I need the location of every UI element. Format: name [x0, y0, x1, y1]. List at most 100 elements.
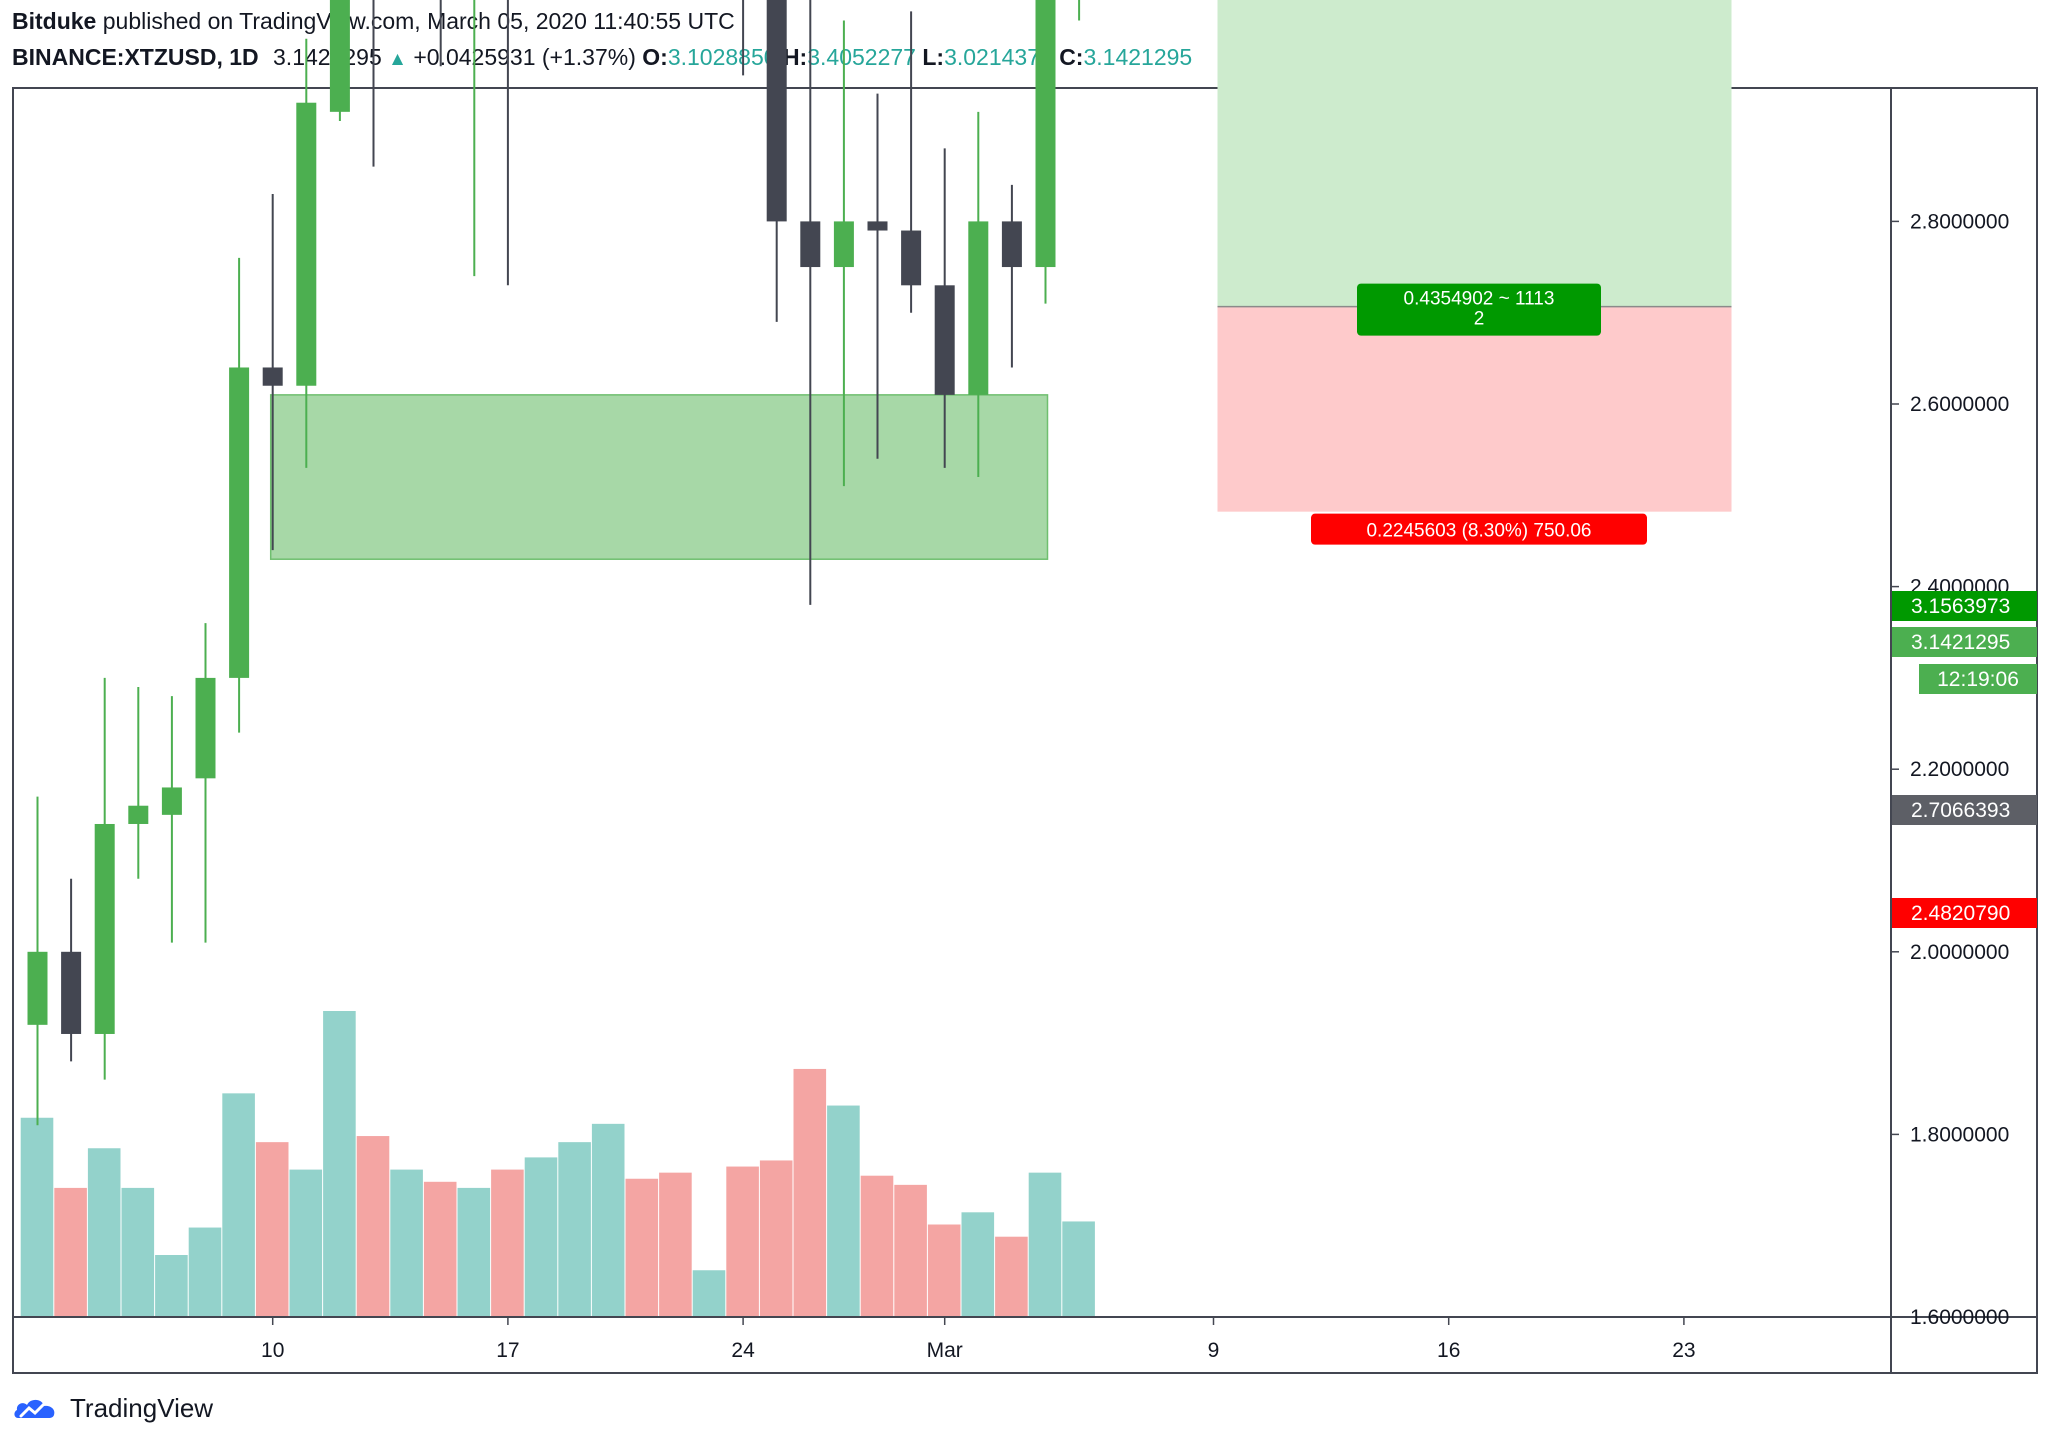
symbol-label: BINANCE:XTZUSD, 1D	[12, 44, 259, 70]
up-arrow-icon: ▲	[388, 49, 407, 70]
price-tick-label: 1.6000000	[1910, 1306, 2009, 1329]
entry-label-qty: 2	[1474, 309, 1485, 330]
candle-up	[329, 0, 350, 112]
time-tick-label: 24	[731, 1339, 755, 1362]
time-tick-label: Mar	[927, 1339, 963, 1362]
price-mark-label: 2.4820790	[1911, 902, 2010, 925]
time-tick-label: 10	[261, 1339, 284, 1362]
time-axis: 10 17 24 Mar 9 16 23	[261, 1317, 1696, 1362]
volume-bar	[558, 1142, 591, 1316]
price-mark-label: 3.1563973	[1911, 595, 2010, 618]
price-tick-label: 2.0000000	[1910, 941, 2009, 964]
volume-bars	[20, 1011, 1095, 1316]
candle-down	[867, 221, 888, 231]
volume-bar	[457, 1187, 491, 1316]
last-price: 3.1421295	[273, 44, 382, 70]
price-marks: 3.1563973 3.1421295 2.7066393 2.4820790 12:1…	[1892, 591, 2037, 928]
candle-up	[195, 677, 216, 779]
candle-up	[833, 221, 854, 268]
entry-label: 0.4354902 ~ 1113	[1404, 289, 1555, 310]
publish-text: published on TradingView.com, March 05, …	[102, 8, 735, 34]
high-value: 3.4052277	[807, 44, 916, 70]
candle-up	[27, 951, 48, 1025]
bar-countdown: 12:19:06	[1937, 668, 2019, 691]
author-name[interactable]: Bitduke	[12, 8, 97, 34]
chart-frame	[12, 87, 2038, 1374]
close-value: 3.1421295	[1083, 44, 1193, 70]
price-tick-label: 2.8000000	[1910, 210, 2009, 233]
volume-bar	[894, 1184, 927, 1316]
price-axis: 1.60000001.80000002.00000002.20000002.40…	[1891, 210, 2009, 1329]
price-mark-label: 2.7066393	[1911, 799, 2010, 822]
volume-bar	[524, 1157, 558, 1316]
volume-bar	[1028, 1172, 1062, 1316]
open-label: O:	[642, 44, 668, 70]
long-position-tool: 0.4497580 (16.62%) 1500.580.4354902 ~ 11…	[1217, 0, 1732, 545]
tradingview-logo-icon	[14, 1399, 55, 1418]
volume-bar	[793, 1068, 827, 1316]
volume-bar	[995, 1236, 1028, 1316]
price-mark	[1892, 627, 2037, 657]
volume-bar	[54, 1187, 87, 1316]
candle-up	[296, 102, 317, 386]
volume-bar	[625, 1178, 659, 1316]
volume-bar	[390, 1169, 423, 1316]
volume-bar	[659, 1172, 692, 1316]
volume-bar	[289, 1169, 323, 1316]
candle-down	[262, 367, 283, 386]
candle-down	[1001, 221, 1022, 268]
price-tick-label: 1.8000000	[1910, 1123, 2009, 1146]
loss-zone	[1217, 306, 1732, 512]
candle-up	[229, 367, 250, 678]
volume-bar	[222, 1093, 255, 1316]
volume-bar	[188, 1227, 222, 1316]
time-tick-label: 9	[1208, 1339, 1220, 1362]
volume-bar	[423, 1181, 457, 1316]
volume-bar	[20, 1117, 54, 1316]
volume-bar	[927, 1224, 961, 1316]
volume-bar	[155, 1255, 188, 1316]
price-mark	[1892, 795, 2037, 825]
volume-bar	[961, 1212, 995, 1316]
tradingview-brand[interactable]: TradingView	[12, 1392, 213, 1424]
volume-bar	[827, 1105, 860, 1316]
low-value: 3.0214376	[944, 44, 1053, 70]
open-value: 3.1028850	[667, 44, 777, 70]
volume-bar	[491, 1169, 524, 1316]
candle-up	[1035, 0, 1056, 268]
volume-bar	[692, 1270, 726, 1316]
price-mark-label: 3.1421295	[1911, 631, 2010, 654]
candle-up	[968, 221, 989, 395]
volume-bar	[323, 1011, 356, 1316]
support-zone	[269, 394, 1049, 560]
price-change: +0.0425931 (+1.37%)	[413, 44, 636, 70]
candle-down	[934, 285, 955, 395]
high-label: H:	[782, 44, 808, 70]
volume-bar	[255, 1142, 289, 1316]
entry-label-box	[1357, 283, 1601, 336]
candle-down	[766, 0, 787, 222]
candle-up	[128, 805, 149, 824]
low-label: L:	[922, 44, 945, 70]
price-tick-label: 2.6000000	[1910, 393, 2009, 416]
profit-zone	[1217, 0, 1732, 307]
volume-bar	[121, 1187, 155, 1316]
time-tick-label: 23	[1672, 1339, 1695, 1362]
price-tick-label: 2.2000000	[1910, 758, 2009, 781]
candle-down	[61, 951, 82, 1034]
publish-info: Bitduke published on TradingView.com, Ma…	[12, 8, 735, 35]
candle-up	[161, 787, 182, 815]
stop-label: 0.2245603 (8.30%) 750.06	[1366, 521, 1591, 542]
volume-bar	[591, 1123, 625, 1316]
close-label: C:	[1059, 44, 1084, 70]
time-tick-label: 16	[1437, 1339, 1460, 1362]
volume-bar	[726, 1166, 759, 1316]
candles	[27, 0, 1081, 1126]
candle-down	[800, 221, 821, 268]
price-mark	[1892, 898, 2037, 928]
volume-bar	[860, 1175, 894, 1316]
volume-bar	[1062, 1221, 1095, 1316]
volume-bar	[759, 1160, 793, 1316]
brand-name: TradingView	[70, 1392, 214, 1423]
